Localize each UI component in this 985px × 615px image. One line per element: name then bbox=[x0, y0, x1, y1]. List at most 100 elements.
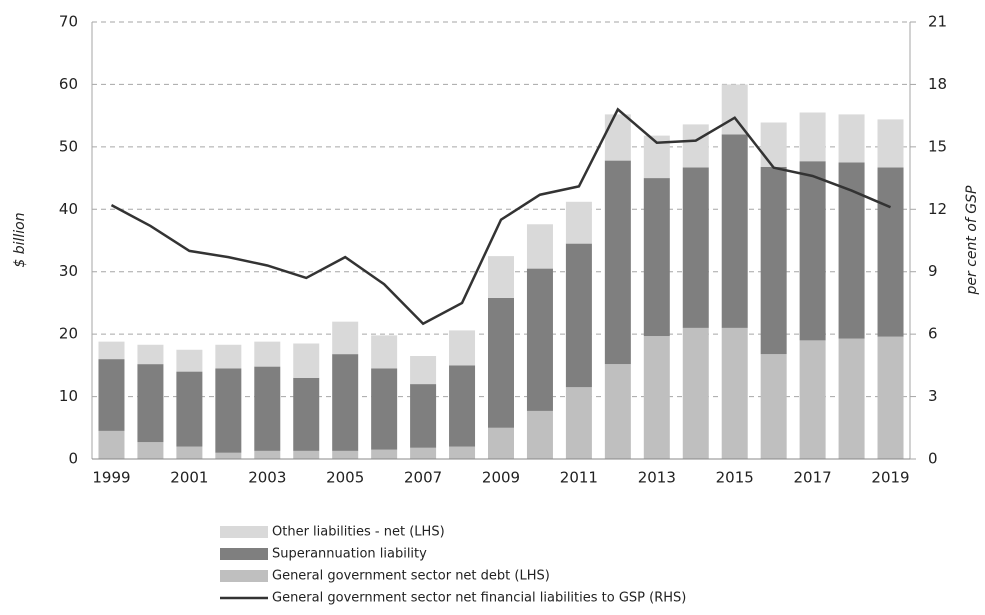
bar bbox=[488, 427, 514, 459]
bar bbox=[215, 344, 242, 369]
x-tick-label: 2005 bbox=[326, 469, 364, 487]
bar bbox=[371, 368, 398, 450]
bar bbox=[98, 430, 125, 459]
x-tick-label: 2019 bbox=[871, 469, 909, 487]
bar bbox=[838, 338, 865, 459]
bar bbox=[643, 178, 670, 337]
bar bbox=[176, 446, 203, 459]
bar bbox=[604, 364, 631, 459]
x-tick-label: 2003 bbox=[248, 469, 286, 487]
y-tick-label: 0 bbox=[68, 450, 78, 468]
bar bbox=[721, 84, 748, 135]
bar bbox=[565, 243, 592, 388]
bar bbox=[565, 201, 592, 244]
bar bbox=[760, 354, 787, 459]
y-tick-label: 10 bbox=[59, 387, 78, 405]
y-tick-label: 60 bbox=[59, 75, 78, 93]
x-tick-label: 2017 bbox=[794, 469, 832, 487]
bar bbox=[410, 384, 437, 448]
y-tick-label: 40 bbox=[59, 200, 78, 218]
bar bbox=[877, 167, 904, 337]
bar bbox=[371, 335, 398, 369]
bar bbox=[526, 410, 553, 459]
bar bbox=[838, 162, 865, 339]
bar bbox=[838, 114, 865, 163]
bar bbox=[682, 124, 709, 168]
bar bbox=[721, 134, 748, 328]
legend-swatch bbox=[220, 526, 268, 538]
bar bbox=[682, 167, 709, 328]
legend-label: Other liabilities - net (LHS) bbox=[272, 525, 445, 540]
bar bbox=[98, 359, 125, 431]
bar bbox=[449, 365, 476, 447]
y2-tick-label: 18 bbox=[928, 75, 947, 93]
bar bbox=[410, 447, 437, 459]
y-axis-label: $ billion bbox=[12, 212, 28, 267]
bar bbox=[254, 450, 281, 459]
bar bbox=[799, 340, 826, 459]
y-tick-label: 50 bbox=[59, 137, 78, 155]
legend-swatch bbox=[220, 548, 268, 560]
y-tick-label: 20 bbox=[59, 325, 78, 343]
bar bbox=[254, 366, 281, 451]
y2-tick-label: 6 bbox=[928, 325, 938, 343]
bar bbox=[760, 166, 787, 355]
x-tick-label: 2015 bbox=[716, 469, 754, 487]
bar bbox=[449, 330, 476, 366]
bar bbox=[488, 297, 514, 428]
bar bbox=[332, 321, 359, 355]
x-tick-label: 1999 bbox=[92, 469, 130, 487]
bar bbox=[332, 450, 359, 459]
legend-label: General government sector net financial … bbox=[272, 591, 686, 606]
x-tick-label: 2011 bbox=[560, 469, 598, 487]
y2-tick-label: 12 bbox=[928, 200, 947, 218]
y-tick-label: 30 bbox=[59, 262, 78, 280]
bar bbox=[526, 224, 553, 269]
y2-tick-label: 9 bbox=[928, 262, 938, 280]
bar bbox=[98, 341, 125, 360]
bar bbox=[137, 344, 164, 365]
y2-tick-label: 0 bbox=[928, 450, 938, 468]
bar bbox=[877, 336, 904, 459]
x-tick-label: 2009 bbox=[482, 469, 520, 487]
bar bbox=[526, 268, 553, 411]
bar bbox=[760, 122, 787, 167]
bar bbox=[410, 355, 437, 385]
bar bbox=[293, 343, 320, 378]
bar bbox=[799, 161, 826, 341]
bar bbox=[137, 364, 164, 443]
bar bbox=[371, 449, 398, 459]
bar bbox=[488, 256, 514, 298]
bar bbox=[293, 450, 320, 459]
bar bbox=[137, 442, 164, 459]
x-tick-label: 2001 bbox=[170, 469, 208, 487]
y-tick-label: 70 bbox=[59, 13, 78, 31]
bar bbox=[604, 114, 631, 161]
legend-label: Superannuation liability bbox=[272, 547, 427, 562]
y2-tick-label: 15 bbox=[928, 137, 947, 155]
legend-label: General government sector net debt (LHS) bbox=[272, 569, 550, 584]
bar bbox=[215, 452, 242, 459]
bar bbox=[877, 119, 904, 168]
bar bbox=[293, 377, 320, 451]
bar bbox=[799, 112, 826, 162]
bar bbox=[682, 327, 709, 459]
bar bbox=[215, 368, 242, 453]
bar bbox=[721, 327, 748, 459]
bar bbox=[332, 354, 359, 451]
legend-swatch bbox=[220, 570, 268, 582]
bar bbox=[643, 336, 670, 459]
y2-tick-label: 3 bbox=[928, 387, 938, 405]
x-tick-label: 2013 bbox=[638, 469, 676, 487]
y2-axis-label: per cent of GSP bbox=[964, 185, 980, 296]
bar bbox=[176, 371, 203, 447]
bar bbox=[176, 349, 203, 372]
bar bbox=[254, 341, 281, 367]
line bbox=[110, 107, 892, 326]
bar bbox=[565, 387, 592, 459]
bar bbox=[449, 446, 476, 459]
bar bbox=[604, 160, 631, 365]
x-tick-label: 2007 bbox=[404, 469, 442, 487]
y2-tick-label: 21 bbox=[928, 13, 947, 31]
